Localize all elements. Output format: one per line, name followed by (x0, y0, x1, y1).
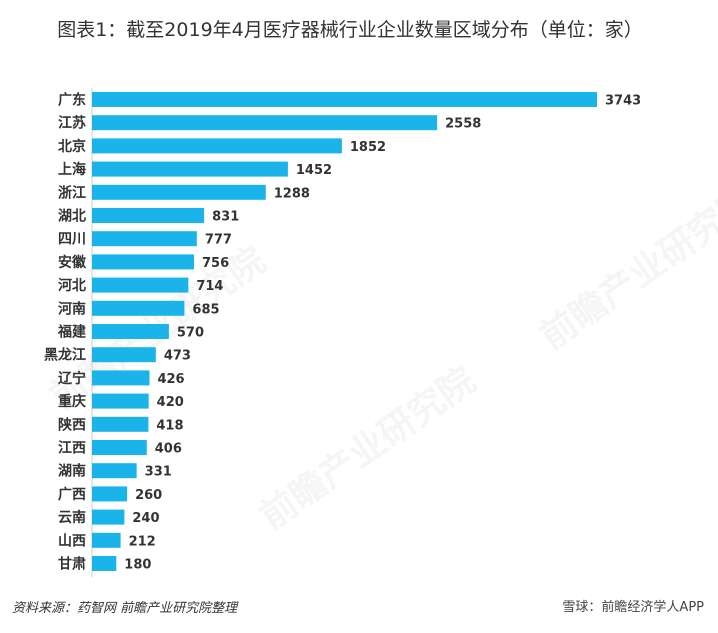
data-label: 418 (156, 418, 183, 433)
bar-group: 安徽 756 (58, 254, 229, 271)
bar (92, 184, 266, 200)
bar-group: 黑龙江 473 (44, 347, 191, 364)
bar-group: 北京 1852 (58, 138, 386, 155)
category-label: 江苏 (58, 115, 86, 132)
bar (92, 277, 189, 293)
data-label: 1452 (296, 163, 332, 178)
data-label: 685 (192, 302, 219, 317)
data-label: 212 (129, 534, 156, 549)
category-label: 广东 (58, 92, 86, 109)
category-label: 河北 (58, 277, 86, 294)
bar (92, 300, 185, 316)
bar (92, 486, 128, 502)
category-label: 广西 (58, 486, 86, 503)
bar-group: 福建 570 (57, 324, 204, 341)
bar (92, 231, 197, 247)
category-label: 陕西 (58, 416, 86, 433)
bar (92, 532, 121, 548)
bar-group: 云南 240 (58, 509, 160, 526)
bar-group: 重庆 420 (58, 393, 184, 410)
category-label: 辽宁 (58, 370, 86, 387)
data-label: 426 (157, 372, 184, 387)
bar-group: 上海 1452 (58, 161, 332, 178)
bar-group: 江苏 2558 (58, 115, 481, 132)
data-label: 331 (145, 465, 172, 480)
bar-group: 辽宁 426 (58, 370, 185, 387)
data-label: 420 (157, 395, 184, 410)
source-note: 资料来源：药智网 前瞻产业研究院整理 (12, 601, 238, 616)
data-label: 756 (202, 256, 229, 271)
bar (92, 463, 137, 479)
bar-group: 河南 685 (58, 300, 220, 317)
bar (92, 161, 288, 177)
bar-group: 广东 3743 (58, 92, 641, 109)
bar-group: 四川 777 (58, 231, 232, 248)
category-label: 福建 (57, 324, 86, 341)
data-label: 180 (124, 558, 151, 573)
category-label: 湖南 (58, 463, 86, 480)
data-label: 2558 (445, 117, 481, 132)
category-label: 黑龙江 (44, 347, 86, 364)
bar (92, 324, 169, 339)
category-label: 四川 (58, 232, 86, 248)
category-label: 云南 (58, 509, 86, 526)
data-label: 777 (205, 233, 232, 248)
bar-group: 河北 714 (58, 277, 223, 294)
category-label: 重庆 (58, 393, 86, 410)
bar (92, 254, 194, 270)
bar (92, 92, 597, 107)
data-label: 1288 (274, 186, 310, 201)
data-label: 831 (212, 210, 239, 225)
bar-group: 江西 406 (58, 440, 182, 457)
category-label: 北京 (58, 138, 86, 155)
bar-group: 浙江 1288 (58, 184, 310, 201)
category-label: 湖北 (58, 209, 86, 225)
bar (92, 347, 156, 363)
bar (92, 138, 342, 154)
bar (92, 440, 147, 455)
bar-group: 陕西 418 (58, 416, 184, 433)
category-label: 浙江 (58, 184, 86, 201)
bar-group: 广西 260 (58, 486, 162, 503)
bar (92, 208, 205, 223)
bar (92, 556, 117, 571)
category-label: 河南 (58, 300, 86, 317)
chart-title: 图表1：截至2019年4月医疗器械行业企业数量区域分布（单位：家） (57, 19, 643, 41)
data-label: 473 (164, 349, 191, 364)
bar (92, 393, 149, 409)
watermark-text: 雪球：前瞻经济学人APP (562, 600, 704, 615)
bar (92, 416, 149, 432)
data-label: 240 (132, 511, 159, 526)
bar (92, 370, 150, 386)
bar-group: 甘肃 180 (58, 556, 151, 573)
bar (92, 115, 438, 131)
data-label: 3743 (605, 94, 641, 109)
data-label: 1852 (350, 140, 386, 155)
category-label: 甘肃 (58, 556, 86, 573)
bar-group: 山西 212 (58, 532, 156, 549)
category-label: 江西 (58, 440, 86, 457)
data-label: 714 (196, 279, 223, 294)
category-label: 上海 (58, 161, 86, 178)
bar-group: 湖南 331 (58, 463, 172, 480)
data-label: 406 (155, 442, 182, 457)
category-label: 山西 (58, 533, 86, 549)
category-label: 安徽 (58, 254, 87, 271)
bar-group: 湖北 831 (58, 208, 239, 225)
data-label: 570 (177, 326, 204, 341)
data-label: 260 (135, 488, 162, 503)
bar (92, 509, 125, 525)
